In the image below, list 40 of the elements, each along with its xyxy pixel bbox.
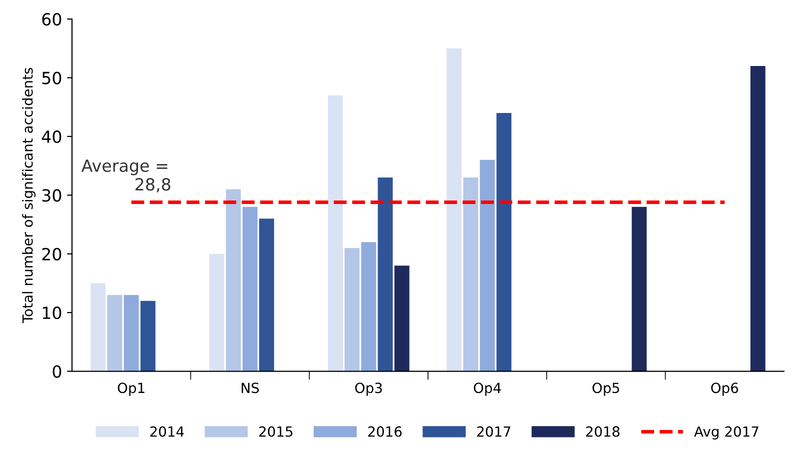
y-tick-label: 0 — [52, 365, 62, 378]
bar — [124, 294, 139, 372]
y-tick-label: 20 — [42, 248, 62, 260]
legend-label: 2016 — [368, 426, 402, 437]
y-tick-label: 30 — [42, 189, 62, 202]
bar — [361, 242, 376, 372]
legend-label: 2015 — [259, 426, 292, 437]
bar — [107, 294, 122, 372]
bar — [446, 48, 462, 372]
bar — [344, 248, 360, 372]
x-tick-label: Op6 — [711, 382, 738, 396]
bar — [378, 178, 393, 372]
legend-label: 2017 — [477, 426, 510, 437]
bar — [140, 300, 156, 372]
bar — [463, 178, 478, 372]
y-tick-label: 50 — [42, 72, 62, 84]
x-tick-label: Op4 — [474, 382, 501, 396]
bar — [394, 266, 410, 372]
x-tick-label: Op3 — [355, 382, 382, 396]
x-tick-label: Op1 — [118, 382, 144, 396]
y-axis-title: Total number of significant accidents — [22, 68, 36, 324]
y-tick-label: 40 — [42, 130, 62, 144]
legend-label: Avg 2017 — [694, 426, 758, 440]
annotation: Average = 28,8 — [81, 160, 170, 192]
bar — [209, 254, 224, 372]
bar — [328, 95, 343, 372]
y-tick-label: 10 — [42, 306, 62, 320]
bar — [90, 283, 106, 372]
x-tick-label: NS — [242, 382, 259, 394]
bar — [226, 189, 241, 372]
legend-label: 2014 — [150, 426, 184, 437]
bar — [242, 206, 258, 372]
legend-label: 2018 — [586, 426, 620, 437]
bar — [480, 160, 495, 372]
x-tick-label: Op5 — [592, 382, 620, 396]
y-tick-label: 60 — [42, 13, 62, 26]
bar — [259, 218, 274, 372]
bar — [750, 66, 766, 372]
bar — [496, 112, 512, 372]
bar — [632, 206, 647, 372]
